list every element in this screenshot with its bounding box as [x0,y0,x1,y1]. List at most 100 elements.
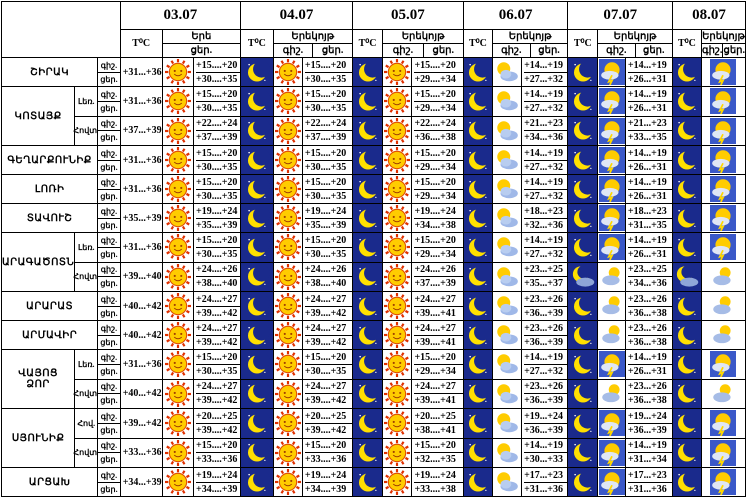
sun-icon [382,145,413,175]
temp-cell: +40...+42 [119,320,163,350]
moon-icon [567,174,599,204]
day-night-label: գիշ. ցեր. [97,437,121,468]
moon-icon [462,86,493,117]
sun-icon [382,115,413,146]
temp-cell: +15....+20 +30....+35 [193,145,242,175]
evening-header: Երեկոյթ գիշ. ցեր. [491,29,569,58]
temp-cell: +15....+20 +30....+35 [301,57,353,87]
cloud-sun-icon [491,145,523,175]
sun-icon [161,261,195,292]
sun-icon [272,349,303,380]
thunderstorm-icon [597,86,626,117]
temp-cell: +14...+19 +26...+31 [624,174,673,204]
sun-icon [382,291,413,321]
date-header: 06.07 [462,1,569,30]
moon-icon [240,437,274,468]
sun-icon [272,203,303,233]
sun-icon [161,467,195,497]
moon-icon [462,232,493,263]
moon-icon [567,57,599,87]
moon-icon [351,349,384,380]
cloud-icon [597,261,626,292]
temp-cell: +15....+20 +30....+35 [301,86,353,117]
temp-cell: +14...+19 +27...+32 [521,349,569,380]
thunderstorm-icon [700,349,746,380]
moon-icon [462,349,493,380]
moon-icon [240,232,274,263]
sun-icon [272,467,303,497]
sun-icon [382,378,413,409]
moon-icon [462,378,493,409]
temp-cell: +23...+26 +36...+38 [624,320,673,350]
cloud-sun-icon [491,261,523,292]
cloud-icon [700,291,746,321]
temp-cell: +22....+24 +36....+38 [411,115,464,146]
sun-icon [382,408,413,439]
sun-icon [161,408,195,439]
temp-header: T⁰C [351,29,384,58]
moon-icon [351,86,384,117]
temp-cell: +39...+40 [119,261,163,292]
cloud-icon [700,378,746,409]
moon-icon [462,437,493,468]
temp-cell: +14...+19 +26...+31 [624,232,673,263]
date-header: 07.07 [567,1,673,30]
moon-icon [567,115,599,146]
day-night-label: գիշ. ցեր. [97,115,121,146]
sun-icon [161,57,195,87]
cloud-icon [597,320,626,350]
moon-icon [567,145,599,175]
region-cell: ՎԱՅՈՑ ՁՈՐ Լեռ. Հովտ. [0,349,99,409]
temp-cell: +24....+26 +38....+40 [193,261,242,292]
moon-icon [240,408,274,439]
temp-cell: +31...+36 [119,145,163,175]
moon-icon [567,86,599,117]
table-row: ՎԱՅՈՑ ՁՈՐ Լեռ. Հովտ. գիշ. ցեր. +31...+36 +15...… [0,349,746,409]
thunderstorm-icon [597,174,626,204]
moon-icon [240,115,274,146]
moon-icon [567,232,599,263]
temp-cell: +24....+27 +39....+41 [411,378,464,409]
sun-icon [272,261,303,292]
region-name: ՇԻՐԱԿ [0,57,99,87]
temp-cell: +15....+20 +29....+34 [411,145,464,175]
temp-cell: +14...+19 +27...+32 [521,57,569,87]
temp-cell: +23...+25 +35...+37 [521,261,569,292]
moon-icon [240,320,274,350]
sun-icon [161,145,195,175]
day-night-label: գիշ. ցեր. [97,232,121,263]
region-name: ՏԱՎՈՒՇ [0,203,99,233]
moon-icon [671,145,702,175]
cloud-sun-icon [491,115,523,146]
moon-icon [240,261,274,292]
moon-icon [671,203,702,233]
moon-icon [567,378,599,409]
temp-cell: +24....+27 +39....+42 [301,320,353,350]
day-night-label: գիշ. ցեր. [97,349,121,380]
sun-icon [382,174,413,204]
temp-cell: +15....+20 +30....+35 [193,86,242,117]
moon-icon [462,291,493,321]
temp-cell: +14...+19 +26...+31 [624,349,673,380]
temp-cell: +15....+20 +30....+35 [193,57,242,87]
temp-cell: +37...+39 [119,115,163,146]
sun-icon [382,86,413,117]
moon-icon [462,57,493,87]
moon-icon [671,467,702,497]
region-name: ԼՈՌԻ [0,174,99,204]
temp-cell: +24....+27 +39....+42 [301,291,353,321]
temp-cell: +24....+27 +39....+42 [193,320,242,350]
evening-header: Երեկոյթ գիշ. ցեր. [272,29,353,58]
temp-cell: +31...+36 [119,86,163,117]
temp-cell: +19....+24 +33....+38 [411,467,464,497]
table-row: ԱՐՄԱՎԻՐ գիշ. ցեր. +40...+42 +24....+27 +39...… [0,320,746,350]
temp-cell: +15....+20 +29....+34 [411,349,464,380]
temp-header: T⁰C [567,29,599,58]
temp-cell: +33...+36 [119,437,163,468]
cloud-sun-icon [491,349,523,380]
moon-icon [351,467,384,497]
temp-cell: +19....+24 +35....+39 [193,203,242,233]
temp-cell: +31...+36 [119,349,163,380]
thunderstorm-icon [700,467,746,497]
cloud-icon [597,291,626,321]
